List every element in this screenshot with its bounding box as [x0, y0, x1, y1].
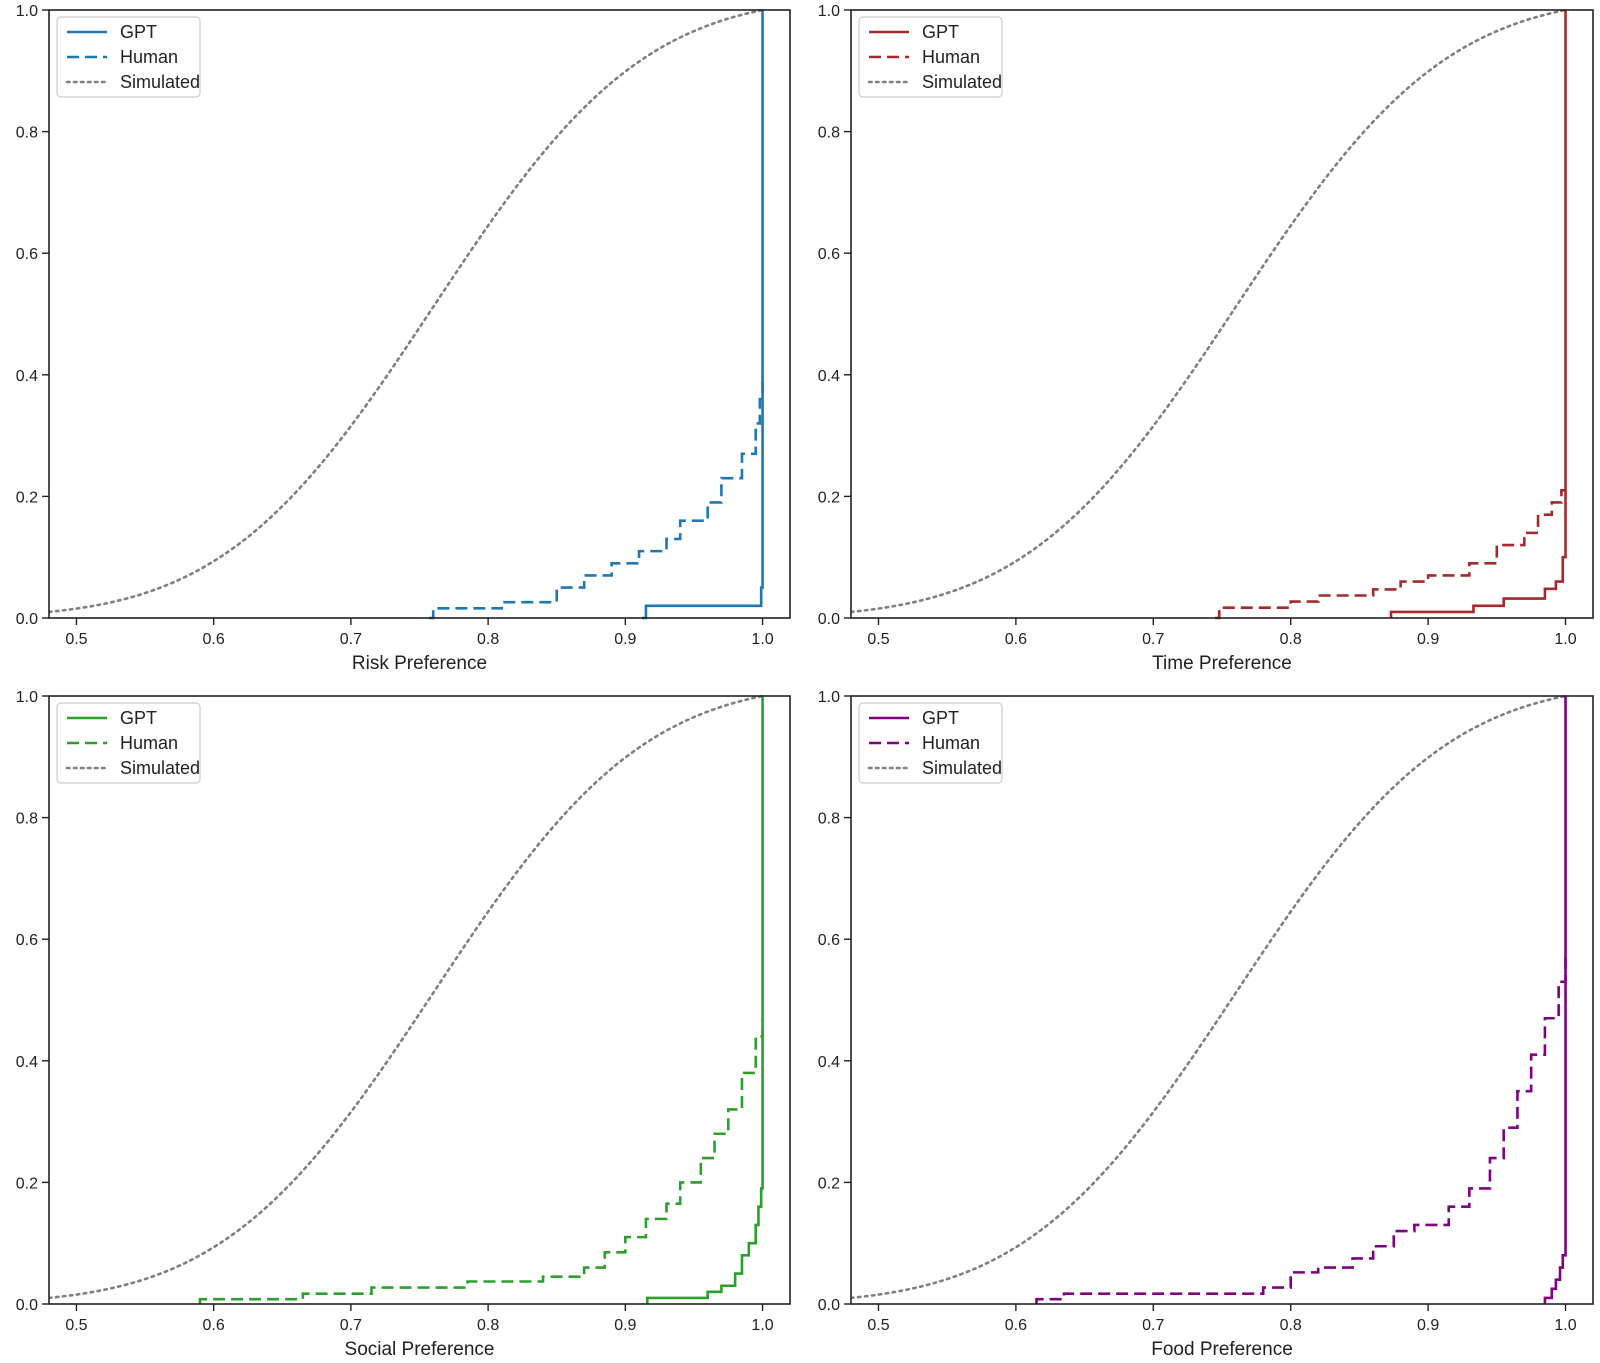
legend-label-simulated: Simulated	[120, 758, 200, 778]
y-tick-label: 0.0	[818, 1297, 840, 1314]
x-tick-label: 0.5	[65, 1317, 87, 1334]
plot-frame	[48, 9, 791, 619]
series-human-line	[1035, 957, 1567, 1304]
x-tick-label: 0.9	[614, 1317, 636, 1334]
series-human-line	[429, 374, 764, 620]
y-tick-label: 0.4	[818, 1054, 840, 1071]
series-gpt-line	[1389, 10, 1567, 618]
series-simulated-line	[49, 8, 764, 614]
x-tick-label: 0.8	[477, 1317, 499, 1334]
y-tick-label: 0.0	[16, 611, 38, 628]
panel-1: 0.5 0.6 0.7 0.8 0.9 1.0 0.0 0.2 0.4 0.6 0.8 1.0 Risk…	[16, 3, 791, 674]
x-tick-label: 1.0	[1554, 631, 1576, 648]
y-tick-label: 0.0	[16, 1297, 38, 1314]
series-human-line	[198, 1018, 764, 1304]
y-tick-label: 0.2	[16, 1175, 38, 1192]
x-tick-label: 0.8	[1280, 631, 1302, 648]
x-tick-label: 0.8	[477, 631, 499, 648]
x-tick-label: 0.6	[1005, 631, 1027, 648]
series-gpt-line	[1543, 696, 1567, 1304]
x-tick-label: 0.6	[203, 1317, 225, 1334]
legend-label-simulated: Simulated	[922, 72, 1002, 92]
plot-frame	[850, 695, 1594, 1305]
legend-box	[858, 16, 1003, 98]
y-tick-label: 1.0	[818, 3, 840, 20]
y-tick-label: 1.0	[16, 3, 38, 20]
panel-3: 0.5 0.6 0.7 0.8 0.9 1.0 0.0 0.2 0.4 0.6 0.8 1.0 Soci…	[16, 689, 791, 1360]
legend: GPT Human Simulated	[56, 702, 201, 784]
legend-label-gpt: GPT	[120, 708, 157, 728]
x-tick-label: 1.0	[751, 631, 773, 648]
x-axis-label: Social Preference	[345, 1339, 495, 1360]
legend-label-human: Human	[922, 733, 980, 753]
legend: GPT Human Simulated	[858, 16, 1003, 98]
plot-frame	[48, 695, 791, 1305]
y-tick-label: 0.4	[16, 1054, 38, 1071]
x-tick-label: 0.9	[614, 631, 636, 648]
legend-label-simulated: Simulated	[120, 72, 200, 92]
x-tick-label: 1.0	[751, 1317, 773, 1334]
panel-4: 0.5 0.6 0.7 0.8 0.9 1.0 0.0 0.2 0.4 0.6 0.8 1.0 Food…	[818, 689, 1594, 1360]
series-simulated-line	[49, 694, 764, 1300]
x-axis-label: Food Preference	[1151, 1339, 1293, 1360]
y-tick-label: 0.6	[16, 246, 38, 263]
legend-box	[56, 16, 201, 98]
x-tick-label: 1.0	[1554, 1317, 1576, 1334]
legend-label-human: Human	[120, 47, 178, 67]
x-tick-label: 0.5	[867, 1317, 889, 1334]
legend: GPT Human Simulated	[858, 702, 1003, 784]
x-tick-label: 0.7	[1142, 1317, 1164, 1334]
legend-label-gpt: GPT	[922, 708, 959, 728]
x-tick-label: 0.6	[203, 631, 225, 648]
series-human-line	[1215, 489, 1566, 620]
x-axis-label: Risk Preference	[352, 653, 487, 674]
plot-area	[49, 8, 764, 620]
series-simulated-line	[851, 8, 1567, 614]
y-tick-label: 0.8	[16, 811, 38, 828]
x-tick-label: 0.9	[1417, 1317, 1439, 1334]
x-axis-label: Time Preference	[1152, 653, 1292, 674]
legend-box	[56, 702, 201, 784]
y-tick-label: 0.2	[818, 1175, 840, 1192]
y-tick-label: 0.2	[16, 489, 38, 506]
x-tick-label: 0.7	[340, 631, 362, 648]
series-gpt-line	[641, 10, 764, 620]
y-tick-label: 1.0	[16, 689, 38, 706]
x-tick-label: 0.6	[1005, 1317, 1027, 1334]
legend-box	[858, 702, 1003, 784]
y-tick-label: 0.0	[818, 611, 840, 628]
legend: GPT Human Simulated	[56, 16, 201, 98]
x-tick-label: 0.7	[1142, 631, 1164, 648]
x-tick-label: 0.5	[867, 631, 889, 648]
y-tick-label: 0.8	[818, 125, 840, 142]
legend-label-human: Human	[120, 733, 178, 753]
y-tick-label: 0.2	[818, 489, 840, 506]
y-tick-label: 0.8	[16, 125, 38, 142]
y-tick-label: 1.0	[818, 689, 840, 706]
y-tick-label: 0.6	[818, 932, 840, 949]
plot-area	[49, 694, 764, 1304]
x-tick-label: 0.7	[340, 1317, 362, 1334]
y-tick-label: 0.4	[16, 368, 38, 385]
y-tick-label: 0.4	[818, 368, 840, 385]
legend-label-gpt: GPT	[922, 22, 959, 42]
series-simulated-line	[851, 694, 1567, 1300]
legend-label-simulated: Simulated	[922, 758, 1002, 778]
plot-area	[851, 8, 1567, 620]
plot-area	[851, 694, 1567, 1304]
y-tick-label: 0.6	[16, 932, 38, 949]
y-tick-label: 0.8	[818, 811, 840, 828]
legend-label-human: Human	[922, 47, 980, 67]
legend-label-gpt: GPT	[120, 22, 157, 42]
x-tick-label: 0.5	[65, 631, 87, 648]
panel-2: 0.5 0.6 0.7 0.8 0.9 1.0 0.0 0.2 0.4 0.6 0.8 1.0 Time…	[818, 3, 1594, 674]
x-tick-label: 0.9	[1417, 631, 1439, 648]
plot-frame	[850, 9, 1594, 619]
y-tick-label: 0.6	[818, 246, 840, 263]
series-gpt-line	[645, 696, 764, 1304]
x-tick-label: 0.8	[1280, 1317, 1302, 1334]
